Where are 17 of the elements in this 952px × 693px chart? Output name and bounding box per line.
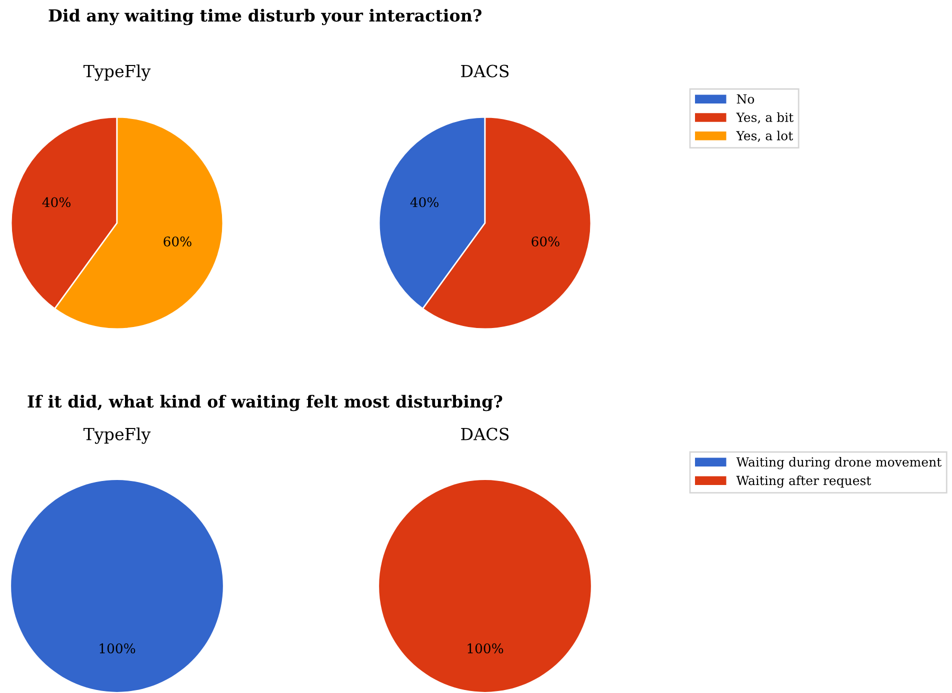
legend-label: No [736,94,754,104]
chart-subtitle: TypeFly [83,64,151,81]
chart-title: Did any waiting time disturb your interaction? [48,8,482,26]
chart-title: If it did, what kind of waiting felt most disturbing? [28,394,502,412]
data-label: 60% [164,236,192,246]
legend-label: Yes, a lot [736,130,794,142]
legend-label: Waiting during drone movement [736,457,942,470]
chart-subtitle: DACS [461,428,509,440]
legend-label: Yes, a bit [736,112,794,124]
legend-label: Waiting after request [736,476,872,488]
data-label: 40% [42,197,70,208]
data-label: 40% [410,197,438,208]
chart-subtitle: TypeFly [83,427,151,444]
chart-subtitle: DACS [461,64,509,78]
data-label: 100% [468,643,504,654]
data-label: 60% [532,236,560,246]
data-label: 100% [100,643,136,654]
